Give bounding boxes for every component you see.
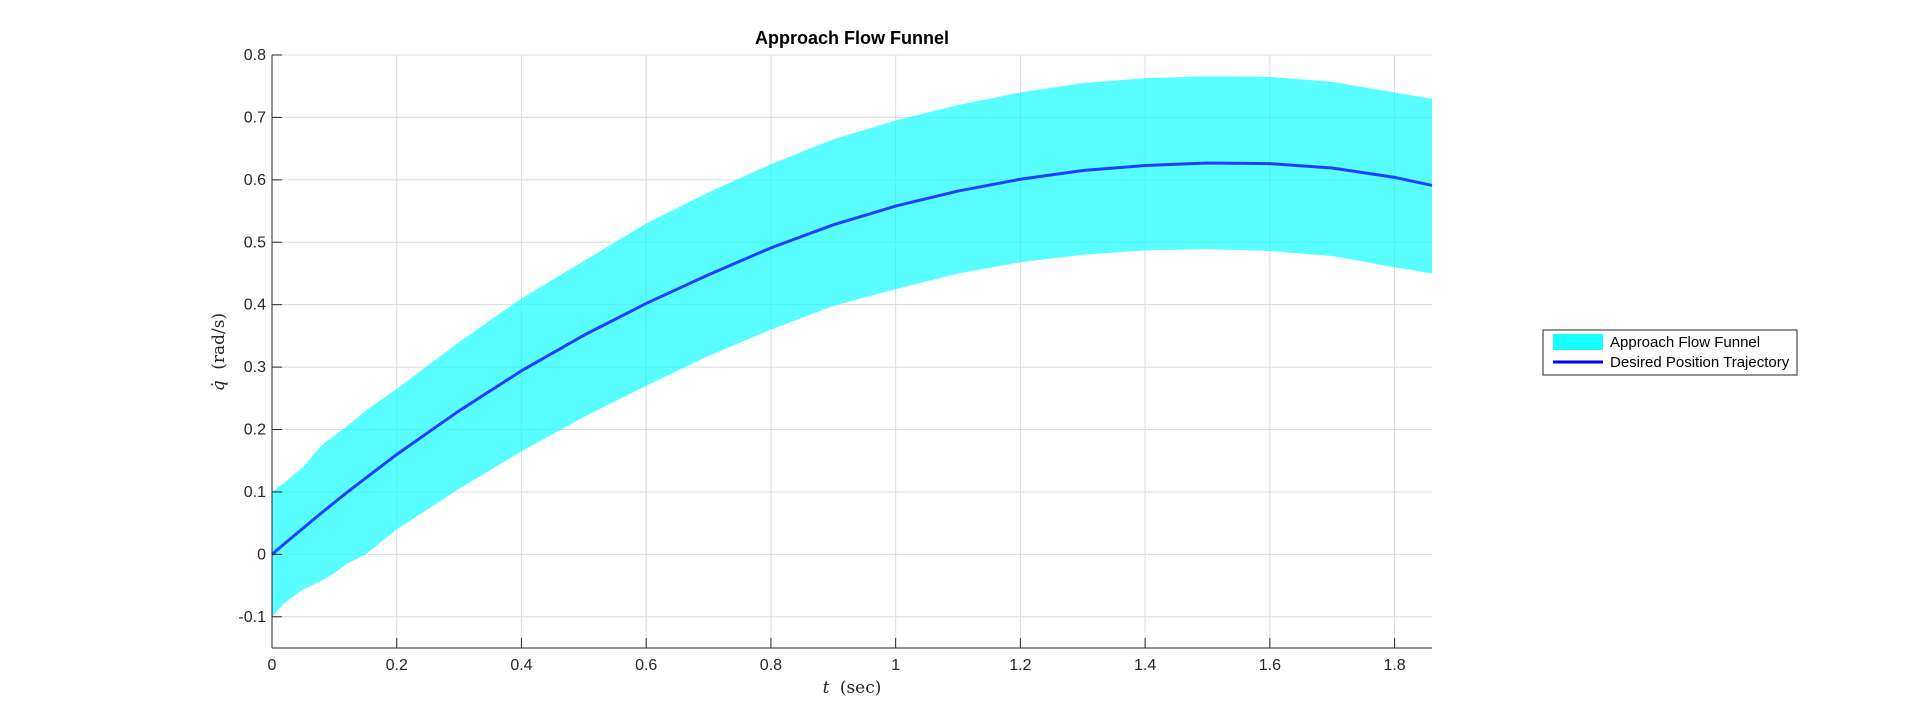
x-tick-label-2: 0.4 xyxy=(510,657,532,674)
axes xyxy=(271,55,1432,649)
trajectory-line xyxy=(271,161,1433,556)
x-tick-label-4: 0.8 xyxy=(760,657,782,674)
y-tick-label-3: 0.2 xyxy=(244,422,266,439)
x-tick-label-3: 0.6 xyxy=(635,657,657,674)
x-tick-label-0: 0 xyxy=(268,657,277,674)
x-tick-label-6: 1.2 xyxy=(1009,657,1031,674)
x-tick-label-1: 0.2 xyxy=(386,657,408,674)
y-tick-label-8: 0.7 xyxy=(244,109,266,126)
legend-label-trajectory: Desired Position Trajectory xyxy=(1610,354,1790,371)
funnel-band xyxy=(272,76,1432,617)
y-tick-label-9: 0.8 xyxy=(244,47,266,64)
y-axis-label-unit: (rad/s) xyxy=(209,313,229,370)
y-tick-label-2: 0.1 xyxy=(244,484,266,501)
legend: Approach Flow Funnel Desired Position Tr… xyxy=(1542,329,1798,376)
x-axis-label: t (sec) xyxy=(823,678,882,698)
y-tick-label-4: 0.3 xyxy=(244,359,266,376)
y-axis-label-var: q̇ xyxy=(209,380,229,391)
x-axis-label-var: t xyxy=(823,678,830,698)
ticks: 0 0.2 0.4 0.6 0.8 1 1.2 1.4 1.6 1.8 -0.1 0 0.1 0.2 0.3… xyxy=(238,47,1405,674)
legend-label-funnel: Approach Flow Funnel xyxy=(1610,334,1760,351)
y-tick-label-1: 0 xyxy=(257,546,266,563)
x-tick-label-8: 1.6 xyxy=(1259,657,1281,674)
y-axis-label: q̇ (rad/s) xyxy=(209,313,229,391)
x-tick-label-7: 1.4 xyxy=(1134,657,1156,674)
legend-swatch-funnel xyxy=(1553,334,1603,350)
y-tick-label-7: 0.6 xyxy=(244,172,266,189)
chart-marks xyxy=(271,76,1433,617)
y-tick-label-6: 0.5 xyxy=(244,234,266,251)
y-tick-label-0: -0.1 xyxy=(238,609,266,626)
y-tick-label-5: 0.4 xyxy=(244,297,266,314)
x-axis-label-unit: (sec) xyxy=(840,678,882,698)
x-tick-label-5: 1 xyxy=(891,657,900,674)
x-tick-label-9: 1.8 xyxy=(1383,657,1405,674)
chart-title: Approach Flow Funnel xyxy=(755,28,949,48)
